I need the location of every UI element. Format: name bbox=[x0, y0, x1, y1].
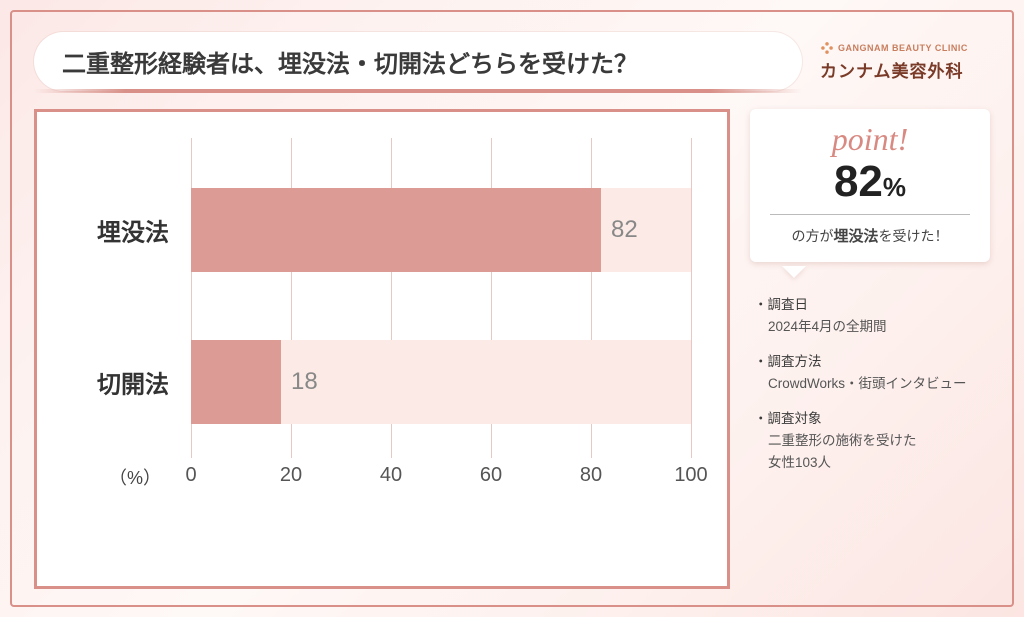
bar-value-label: 18 bbox=[291, 368, 318, 396]
point-sub-prefix: の方が bbox=[791, 228, 833, 244]
point-value-row: 82% bbox=[762, 160, 978, 204]
clinic-logo: GANGNAM BEAUTY CLINIC カンナム美容外科 bbox=[820, 41, 990, 82]
grid-line bbox=[691, 138, 692, 458]
side-column: point! 82% の方が埋没法を受けた！ 調査日 2024年4月の全期間調査方… bbox=[750, 109, 990, 589]
logo-japanese: カンナム美容外科 bbox=[820, 57, 990, 82]
x-tick: 40 bbox=[380, 464, 402, 487]
x-tick: 0 bbox=[185, 464, 196, 487]
flower-icon bbox=[820, 41, 834, 55]
x-tick: 100 bbox=[674, 464, 707, 487]
point-callout: point! 82% の方が埋没法を受けた！ bbox=[750, 109, 990, 262]
point-heading: point! bbox=[762, 121, 978, 158]
bar-track: 18切開法 bbox=[191, 340, 691, 424]
bar-track: 82埋没法 bbox=[191, 188, 691, 272]
header-row: 二重整形経験者は、埋没法・切開法どちらを受けた？ GANGNAM BEAUTY … bbox=[34, 32, 990, 91]
survey-value: CrowdWorks・街頭インタビュー bbox=[768, 373, 990, 395]
outer-frame: 二重整形経験者は、埋没法・切開法どちらを受けた？ GANGNAM BEAUTY … bbox=[10, 10, 1014, 607]
category-label: 切開法 bbox=[97, 364, 169, 399]
bar-fill bbox=[191, 188, 601, 272]
point-unit: % bbox=[883, 172, 906, 202]
survey-item: 調査対象二重整形の施術を受けた女性103人 bbox=[754, 408, 990, 473]
survey-item: 調査方法 CrowdWorks・街頭インタビュー bbox=[754, 351, 990, 394]
logo-en-text: GANGNAM BEAUTY CLINIC bbox=[838, 43, 968, 53]
survey-label: 調査日 bbox=[754, 297, 808, 312]
title-underline bbox=[34, 89, 802, 93]
survey-label: 調査対象 bbox=[754, 411, 822, 426]
page-title: 二重整形経験者は、埋没法・切開法どちらを受けた？ bbox=[62, 51, 638, 78]
x-tick: 20 bbox=[280, 464, 302, 487]
main-row: （%） 020406080100 82埋没法18切開法 point! 82% の… bbox=[34, 109, 990, 589]
category-label: 埋没法 bbox=[97, 213, 169, 248]
title-pill: 二重整形経験者は、埋没法・切開法どちらを受けた？ bbox=[34, 32, 802, 91]
chart-area: （%） 020406080100 82埋没法18切開法 bbox=[191, 138, 691, 498]
survey-item: 調査日 2024年4月の全期間 bbox=[754, 294, 990, 337]
survey-info: 調査日 2024年4月の全期間調査方法 CrowdWorks・街頭インタビュー調査対… bbox=[750, 294, 990, 487]
chart-panel: （%） 020406080100 82埋没法18切開法 bbox=[34, 109, 730, 589]
logo-english: GANGNAM BEAUTY CLINIC bbox=[820, 41, 990, 55]
x-tick: 80 bbox=[580, 464, 602, 487]
point-sub-suffix: を受けた！ bbox=[879, 228, 949, 244]
point-subtext: の方が埋没法を受けた！ bbox=[762, 225, 978, 246]
point-divider bbox=[770, 214, 970, 215]
bar-fill bbox=[191, 340, 281, 424]
x-axis-unit: （%） bbox=[109, 464, 161, 490]
survey-value: 2024年4月の全期間 bbox=[768, 316, 990, 338]
x-axis: 020406080100 bbox=[191, 458, 691, 498]
survey-label: 調査方法 bbox=[754, 354, 822, 369]
point-sub-bold: 埋没法 bbox=[833, 228, 878, 245]
x-tick: 60 bbox=[480, 464, 502, 487]
survey-value: 二重整形の施術を受けた女性103人 bbox=[768, 430, 990, 473]
bar-value-label: 82 bbox=[611, 216, 638, 244]
point-value: 82 bbox=[834, 157, 883, 206]
